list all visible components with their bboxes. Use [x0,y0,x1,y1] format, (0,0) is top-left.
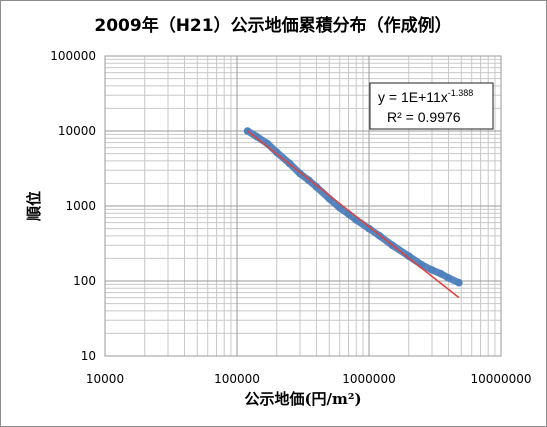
trendline-equation-box: y = 1E+11x-1.388 R² = 0.9976 [369,82,494,130]
x-tick-label: 10000 [86,372,124,386]
data-point [365,224,373,233]
x-tick-label: 10000000 [470,372,531,386]
data-point [272,148,281,157]
data-point [455,278,463,287]
data-series [243,127,463,299]
data-point [444,274,453,282]
data-point [404,252,413,260]
x-tick-label: 100000 [214,372,260,386]
y-tick-label: 10 [81,349,96,363]
data-point [437,269,445,278]
y-axis-label: 順位 [25,191,43,222]
r-squared-label: R² = 0.9976 [387,109,461,125]
x-tick-label: 1000000 [342,372,395,386]
trendline-equation: y = 1E+11x-1.388 [378,88,473,105]
data-point [252,132,261,141]
grid [104,55,502,357]
equation-base: y = 1E+11x [378,89,448,105]
y-tick-label: 10000 [58,124,96,138]
data-point [312,183,321,191]
tick-labels: 10000 100000 1000000 10000000 10 100 1000 10000… [50,49,531,386]
x-axis-label: 公示地価(円/m²) [244,390,361,408]
chart-title: 2009年（H21）公示地価累積分布（作成例） [94,15,451,36]
y-tick-label: 100000 [50,49,96,63]
equation-exponent: -1.388 [448,88,474,98]
data-point [428,266,436,274]
y-tick-label: 1000 [65,199,96,213]
trendline [246,130,460,299]
y-tick-label: 100 [73,274,96,288]
